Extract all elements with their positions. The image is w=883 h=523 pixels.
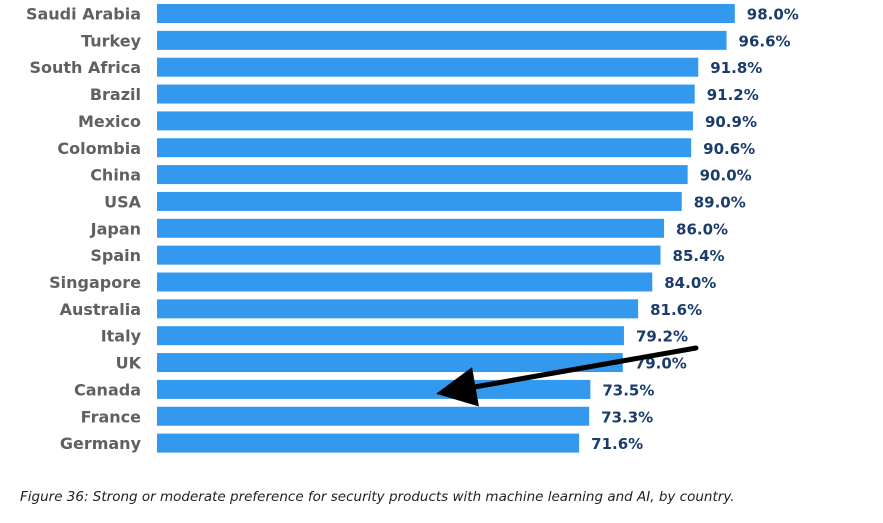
category-label: Spain [90,246,141,265]
category-label: Canada [74,380,141,399]
bar [157,165,688,185]
bar [157,353,623,373]
bar [157,4,735,23]
value-label: 86.0% [676,220,728,238]
bar [157,299,639,319]
bar [157,245,661,265]
value-label: 71.6% [591,435,643,453]
category-label: Japan [90,219,141,238]
value-label: 91.2% [707,86,759,104]
bar [157,111,693,131]
bar [157,218,665,238]
value-label: 81.6% [650,301,702,319]
bar [157,406,590,426]
category-label: Germany [60,434,142,453]
bar [157,326,624,346]
value-label: 90.0% [700,167,752,185]
bar [157,57,699,77]
bar [157,84,695,104]
category-label: South Africa [29,58,141,77]
value-label: 91.8% [710,59,762,77]
value-label: 73.5% [602,381,654,399]
bar [157,138,692,158]
bar [157,433,580,453]
category-label: Brazil [90,85,141,104]
value-label: 84.0% [664,274,716,292]
category-label: UK [116,354,142,373]
value-label: 90.9% [705,113,757,131]
figure-caption: Figure 36: Strong or moderate preference… [20,489,735,505]
category-label: USA [104,192,142,211]
value-label: 85.4% [673,247,725,265]
category-label: Singapore [49,273,141,292]
category-label: Saudi Arabia [26,5,141,24]
value-label: 89.0% [694,193,746,211]
bar-chart: Saudi Arabia 98.0% Turkey 96.6% South Africa… [26,4,799,453]
value-label: 96.6% [739,32,791,50]
bar [157,191,682,211]
category-label: Colombia [57,139,141,158]
value-label: 98.0% [747,6,799,24]
category-label: Mexico [78,112,141,131]
category-label: China [90,166,141,185]
value-label: 79.2% [636,328,688,346]
bar [157,272,653,292]
category-label: France [81,407,141,426]
bar [157,379,591,399]
value-label: 79.0% [635,355,687,373]
category-label: Italy [101,327,142,346]
value-label: 73.3% [601,408,653,426]
bar [157,30,727,50]
category-label: Australia [60,300,141,319]
value-label: 90.6% [703,140,755,158]
annotation-arrow [436,345,699,407]
category-label: Turkey [81,31,142,50]
